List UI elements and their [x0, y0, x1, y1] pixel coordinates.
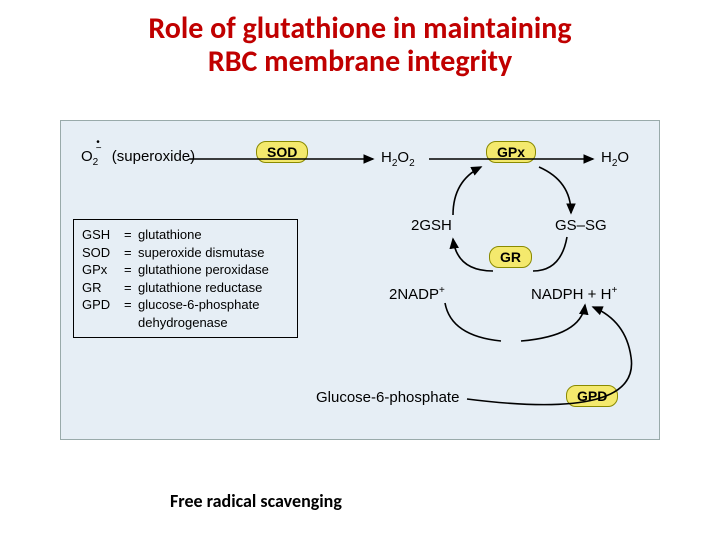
legend-row-tail: dehydrogenase	[82, 314, 289, 332]
arrow-nadph-up	[521, 305, 585, 341]
legend-eq: =	[124, 279, 138, 297]
legend-eq: =	[124, 296, 138, 314]
nadp-sup: +	[439, 285, 445, 296]
legend-row-gpd: GPD = glucose-6-phosphate	[82, 296, 289, 314]
legend-eq: =	[124, 244, 138, 262]
arrow-gpd-nadph	[593, 307, 631, 357]
legend-row-gr: GR = glutathione reductase	[82, 279, 289, 297]
diagram-panel: O2•− (superoxide) H2O2 H2O 2GSH GS–SG 2N…	[60, 120, 660, 440]
superoxide-label: (superoxide)	[112, 148, 195, 165]
nadp-base: 2NADP	[389, 286, 439, 303]
legend-key: GPx	[82, 261, 124, 279]
o2-sub: 2	[93, 157, 99, 168]
o2-minus: −	[96, 143, 102, 154]
node-h2o2: H2O2	[381, 149, 415, 169]
enzyme-sod: SOD	[256, 141, 308, 163]
legend-row-gsh: GSH = glutathione	[82, 226, 289, 244]
legend-def: glutathione peroxidase	[138, 261, 269, 279]
h2o-h: H	[601, 149, 612, 166]
legend-def: superoxide dismutase	[138, 244, 264, 262]
arrow-gsh-up	[453, 167, 481, 215]
legend-def: glutathione	[138, 226, 202, 244]
legend-row-sod: SOD = superoxide dismutase	[82, 244, 289, 262]
legend-def: glutathione reductase	[138, 279, 262, 297]
legend-eq	[124, 314, 138, 332]
arrow-nadp-down	[445, 303, 501, 341]
node-h2o: H2O	[601, 149, 629, 169]
arrow-gr-left	[453, 239, 493, 271]
h2o2-s2: 2	[409, 158, 415, 169]
node-nadph: NADPH + H+	[531, 285, 617, 303]
enzyme-gpd: GPD	[566, 385, 618, 407]
legend-key: GSH	[82, 226, 124, 244]
node-2nadp: 2NADP+	[389, 285, 445, 303]
node-2gsh: 2GSH	[411, 217, 452, 234]
h2o-o: O	[617, 149, 629, 166]
node-superoxide: O2•− (superoxide)	[81, 147, 195, 168]
o2-base: O	[81, 148, 93, 165]
nadph-sup: +	[611, 285, 617, 296]
page-title: Role of glutathione in maintaining RBC m…	[0, 0, 720, 78]
h2o2-o: O	[397, 149, 409, 166]
legend-def: dehydrogenase	[138, 314, 228, 332]
title-line-2: RBC membrane integrity	[208, 43, 512, 80]
enzyme-gpx: GPx	[486, 141, 536, 163]
arrow-gr-right	[533, 237, 567, 271]
enzyme-gr: GR	[489, 246, 532, 268]
h2o2-h1: H	[381, 149, 392, 166]
legend-key: SOD	[82, 244, 124, 262]
title-line-1: Role of glutathione in maintaining	[148, 10, 571, 47]
node-g6p: Glucose-6-phosphate	[316, 389, 459, 406]
caption: Free radical scavenging	[170, 490, 342, 512]
legend-box: GSH = glutathione SOD = superoxide dismu…	[73, 219, 298, 338]
node-gssg: GS–SG	[555, 217, 607, 234]
nadph-base: NADPH + H	[531, 286, 611, 303]
legend-key: GPD	[82, 296, 124, 314]
arrow-gssg-down	[539, 167, 571, 213]
legend-def: glucose-6-phosphate	[138, 296, 259, 314]
legend-eq: =	[124, 226, 138, 244]
legend-eq: =	[124, 261, 138, 279]
legend-key	[82, 314, 124, 332]
legend-key: GR	[82, 279, 124, 297]
legend-row-gpx: GPx = glutathione peroxidase	[82, 261, 289, 279]
